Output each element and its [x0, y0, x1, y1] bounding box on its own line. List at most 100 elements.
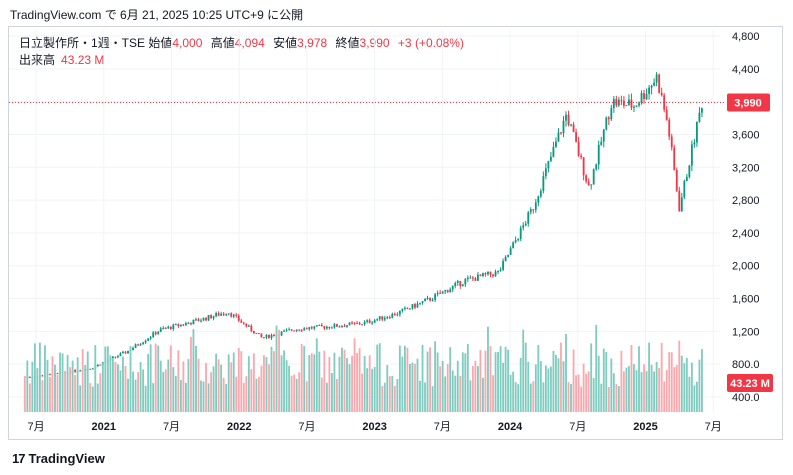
volume-bar: [587, 371, 590, 412]
volume-bar: [592, 377, 595, 412]
volume-bar: [184, 382, 187, 412]
volume-bar: [86, 351, 89, 412]
volume-bar: [406, 347, 409, 412]
candle-body: [512, 242, 515, 249]
high-value: 4,094: [234, 36, 265, 50]
volume-bar: [517, 384, 520, 412]
candle-body: [235, 314, 238, 316]
time-tick-label: 7月: [434, 421, 451, 433]
volume-bar: [270, 346, 273, 412]
volume-value: 43.23 M: [61, 53, 105, 67]
volume-bar: [434, 341, 437, 412]
candle-body: [572, 124, 575, 133]
volume-bar: [94, 345, 97, 412]
volume-bar: [169, 345, 172, 412]
candle-body: [195, 319, 197, 321]
candle-body: [456, 281, 459, 284]
candle-body: [509, 248, 512, 255]
volume-bar: [414, 363, 416, 412]
volume-bar: [59, 352, 61, 412]
volume-bar: [137, 372, 139, 412]
volume-bar: [560, 342, 562, 412]
candle-body: [605, 117, 608, 130]
volume-bar: [660, 342, 663, 412]
candle-body: [396, 314, 399, 316]
volume-bar: [205, 363, 207, 412]
candle-body: [247, 325, 250, 327]
volume-bar: [552, 350, 555, 412]
volume-bar: [336, 378, 338, 412]
candle-body: [695, 121, 698, 143]
volume-bar: [318, 351, 321, 412]
candle-body: [270, 334, 273, 339]
volume-bar: [250, 369, 253, 412]
candle-body: [222, 313, 225, 315]
candle-body: [298, 329, 301, 331]
volume-bar: [567, 382, 570, 412]
volume-bar: [61, 353, 64, 412]
candle-body: [421, 301, 424, 303]
candle-body: [285, 329, 288, 331]
candle-body: [441, 291, 444, 294]
price-tick-label: 2,000: [732, 261, 760, 273]
volume-bar: [305, 381, 308, 412]
volume-bar: [685, 357, 688, 412]
volume-bar: [325, 382, 328, 412]
volume-bar: [263, 355, 265, 412]
volume-bar: [207, 383, 210, 412]
volume-bar: [585, 373, 588, 412]
volume-bar: [33, 343, 36, 412]
volume-bar: [303, 346, 306, 412]
tradingview-logo-icon: 17: [12, 451, 26, 466]
volume-bar: [534, 364, 537, 412]
volume-bar: [529, 383, 532, 412]
candle-body: [315, 325, 318, 327]
volume-bar: [622, 371, 625, 412]
volume-bar: [215, 353, 218, 412]
candle-body: [398, 310, 401, 315]
candle-body: [343, 325, 346, 327]
volume-bar: [575, 375, 578, 412]
low-label: 安値: [273, 36, 298, 50]
candle-body: [197, 319, 200, 322]
volume-bar: [396, 379, 399, 412]
candle-body: [232, 314, 235, 317]
volume-bar: [338, 356, 341, 412]
candle-body: [663, 95, 666, 110]
volume-bar: [562, 361, 565, 412]
volume-bar: [522, 329, 525, 412]
candle-body: [494, 271, 497, 277]
volume-bar: [620, 350, 623, 412]
candle-body: [464, 279, 467, 285]
volume-bar: [200, 380, 202, 412]
volume-bar: [300, 344, 303, 412]
candle-body: [366, 320, 369, 322]
candle-body: [391, 313, 394, 318]
volume-bar: [373, 366, 376, 412]
volume-bar: [597, 355, 600, 412]
candle-body: [207, 315, 210, 321]
publish-header: TradingView.com で 6月 21, 2025 10:25 UTC+…: [10, 8, 304, 22]
candle-body: [122, 351, 124, 354]
candle-body: [280, 331, 283, 336]
time-tick-label: 2021: [92, 421, 116, 433]
last-price-label: 3,990: [734, 97, 762, 109]
candle-body: [517, 238, 520, 241]
candle-body: [675, 169, 678, 191]
symbol-label[interactable]: 日立製作所・1週・TSE: [19, 36, 146, 50]
footer-logo-text: TradingView: [28, 451, 105, 466]
candle-body: [645, 93, 648, 100]
volume-bar: [454, 375, 457, 412]
volume-bar: [320, 377, 323, 412]
candle-body: [179, 324, 182, 327]
volume-bar: [257, 376, 260, 412]
candle-body: [341, 325, 343, 327]
volume-bar: [489, 346, 492, 412]
volume-bar: [693, 385, 696, 412]
candle-body: [542, 176, 545, 191]
candle-body: [325, 326, 328, 329]
candle-body: [383, 317, 386, 320]
time-tick-label: 7月: [163, 421, 180, 433]
volume-bar: [71, 360, 74, 412]
